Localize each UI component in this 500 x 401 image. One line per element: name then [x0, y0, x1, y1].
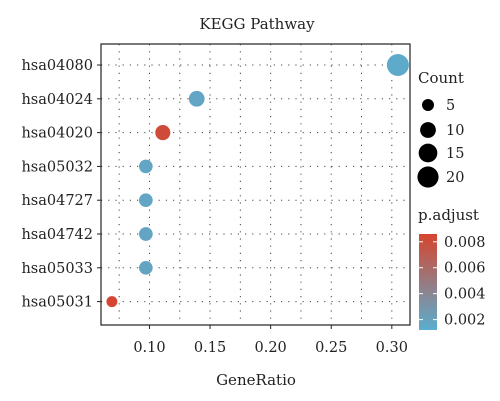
data-point-hsa04727 — [139, 193, 153, 208]
padjust-colorbar — [419, 234, 437, 330]
data-point-hsa05031 — [106, 296, 118, 308]
data-point-hsa04024 — [188, 90, 205, 107]
data-point-hsa04742 — [139, 227, 153, 241]
plot-panel — [100, 43, 411, 326]
x-tick-labels: 0.10 0.15 0.20 0.25 0.30 — [133, 325, 408, 356]
data-point-hsa05032 — [139, 159, 153, 174]
count-legend-label: 5 — [446, 98, 455, 114]
count-legend-label: 15 — [446, 146, 464, 162]
padjust-legend-label: 0.002 — [444, 313, 486, 329]
count-legend-dot — [418, 143, 438, 163]
count-legend-label: 10 — [446, 123, 464, 139]
count-legend-dot — [422, 99, 434, 111]
y-tick-label: hsa04020 — [21, 126, 93, 142]
data-point-hsa05033 — [139, 260, 153, 275]
y-tick-label: hsa05033 — [21, 261, 93, 277]
count-legend-dot — [420, 122, 436, 138]
grid-layer — [101, 44, 410, 325]
padjust-legend-label: 0.004 — [444, 287, 486, 303]
y-tick-label: hsa04742 — [21, 227, 93, 243]
y-tick-labels: hsa04080 hsa04024 hsa04020 hsa05032 hsa04727… — [21, 58, 101, 311]
y-tick-label: hsa04080 — [21, 58, 93, 74]
padjust-legend-title: p.adjust — [418, 206, 479, 224]
count-legend-dot — [417, 166, 439, 188]
y-tick-label: hsa04727 — [21, 193, 93, 209]
data-point-hsa04080 — [386, 53, 409, 77]
y-tick-label: hsa04024 — [21, 92, 93, 108]
y-tick-label: hsa05031 — [21, 295, 93, 311]
data-points — [106, 53, 409, 308]
padjust-legend-label: 0.006 — [444, 261, 486, 277]
padjust-legend-label: 0.008 — [444, 235, 486, 251]
x-axis-label: GeneRatio — [216, 371, 296, 389]
x-tick-label: 0.15 — [194, 340, 226, 356]
count-legend-title: Count — [418, 69, 464, 87]
chart-title: KEGG Pathway — [199, 15, 315, 33]
data-point-hsa04020 — [155, 125, 171, 141]
x-tick-label: 0.10 — [133, 340, 165, 356]
count-legend-label: 20 — [446, 170, 464, 186]
x-tick-label: 0.30 — [376, 340, 408, 356]
count-legend: 5 10 15 20 — [417, 98, 464, 188]
x-tick-label: 0.25 — [315, 340, 347, 356]
y-tick-label: hsa05032 — [21, 159, 93, 175]
padjust-legend: 0.008 0.006 0.004 0.002 — [419, 235, 486, 329]
x-tick-label: 0.20 — [254, 340, 286, 356]
